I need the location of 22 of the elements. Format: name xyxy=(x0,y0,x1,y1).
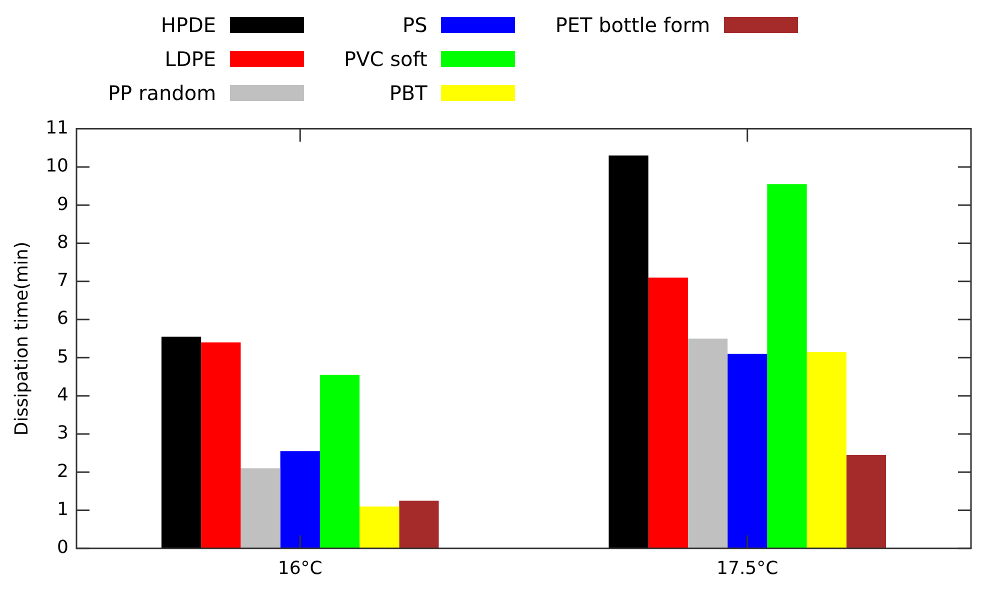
y-axis-title: Dissipation time(min) xyxy=(11,242,32,436)
x-tick-label: 16°C xyxy=(278,558,322,579)
y-tick-label: 8 xyxy=(57,232,69,253)
legend-label: PS xyxy=(402,13,428,37)
x-tick-label: 17.5°C xyxy=(716,558,778,579)
y-tick-label: 11 xyxy=(46,117,69,138)
legend-label: PET bottle form xyxy=(555,13,710,37)
y-tick-label: 4 xyxy=(57,384,69,406)
legend-label: PBT xyxy=(389,81,428,105)
y-tick-label: 10 xyxy=(46,156,69,177)
y-tick-label: 0 xyxy=(57,537,69,558)
y-tick-label: 6 xyxy=(57,308,69,330)
y-tick-label: 9 xyxy=(57,194,69,215)
y-tick-label: 1 xyxy=(57,498,69,520)
y-tick-label: 7 xyxy=(57,270,69,292)
legend-label: PVC soft xyxy=(344,47,428,71)
y-tick-label: 5 xyxy=(57,346,69,368)
legend-label: HPDE xyxy=(160,13,216,37)
legend-label: PP random xyxy=(108,81,216,105)
y-tick-label: 2 xyxy=(57,460,69,482)
legend-label: LDPE xyxy=(164,47,216,71)
y-tick-label: 3 xyxy=(57,422,69,444)
